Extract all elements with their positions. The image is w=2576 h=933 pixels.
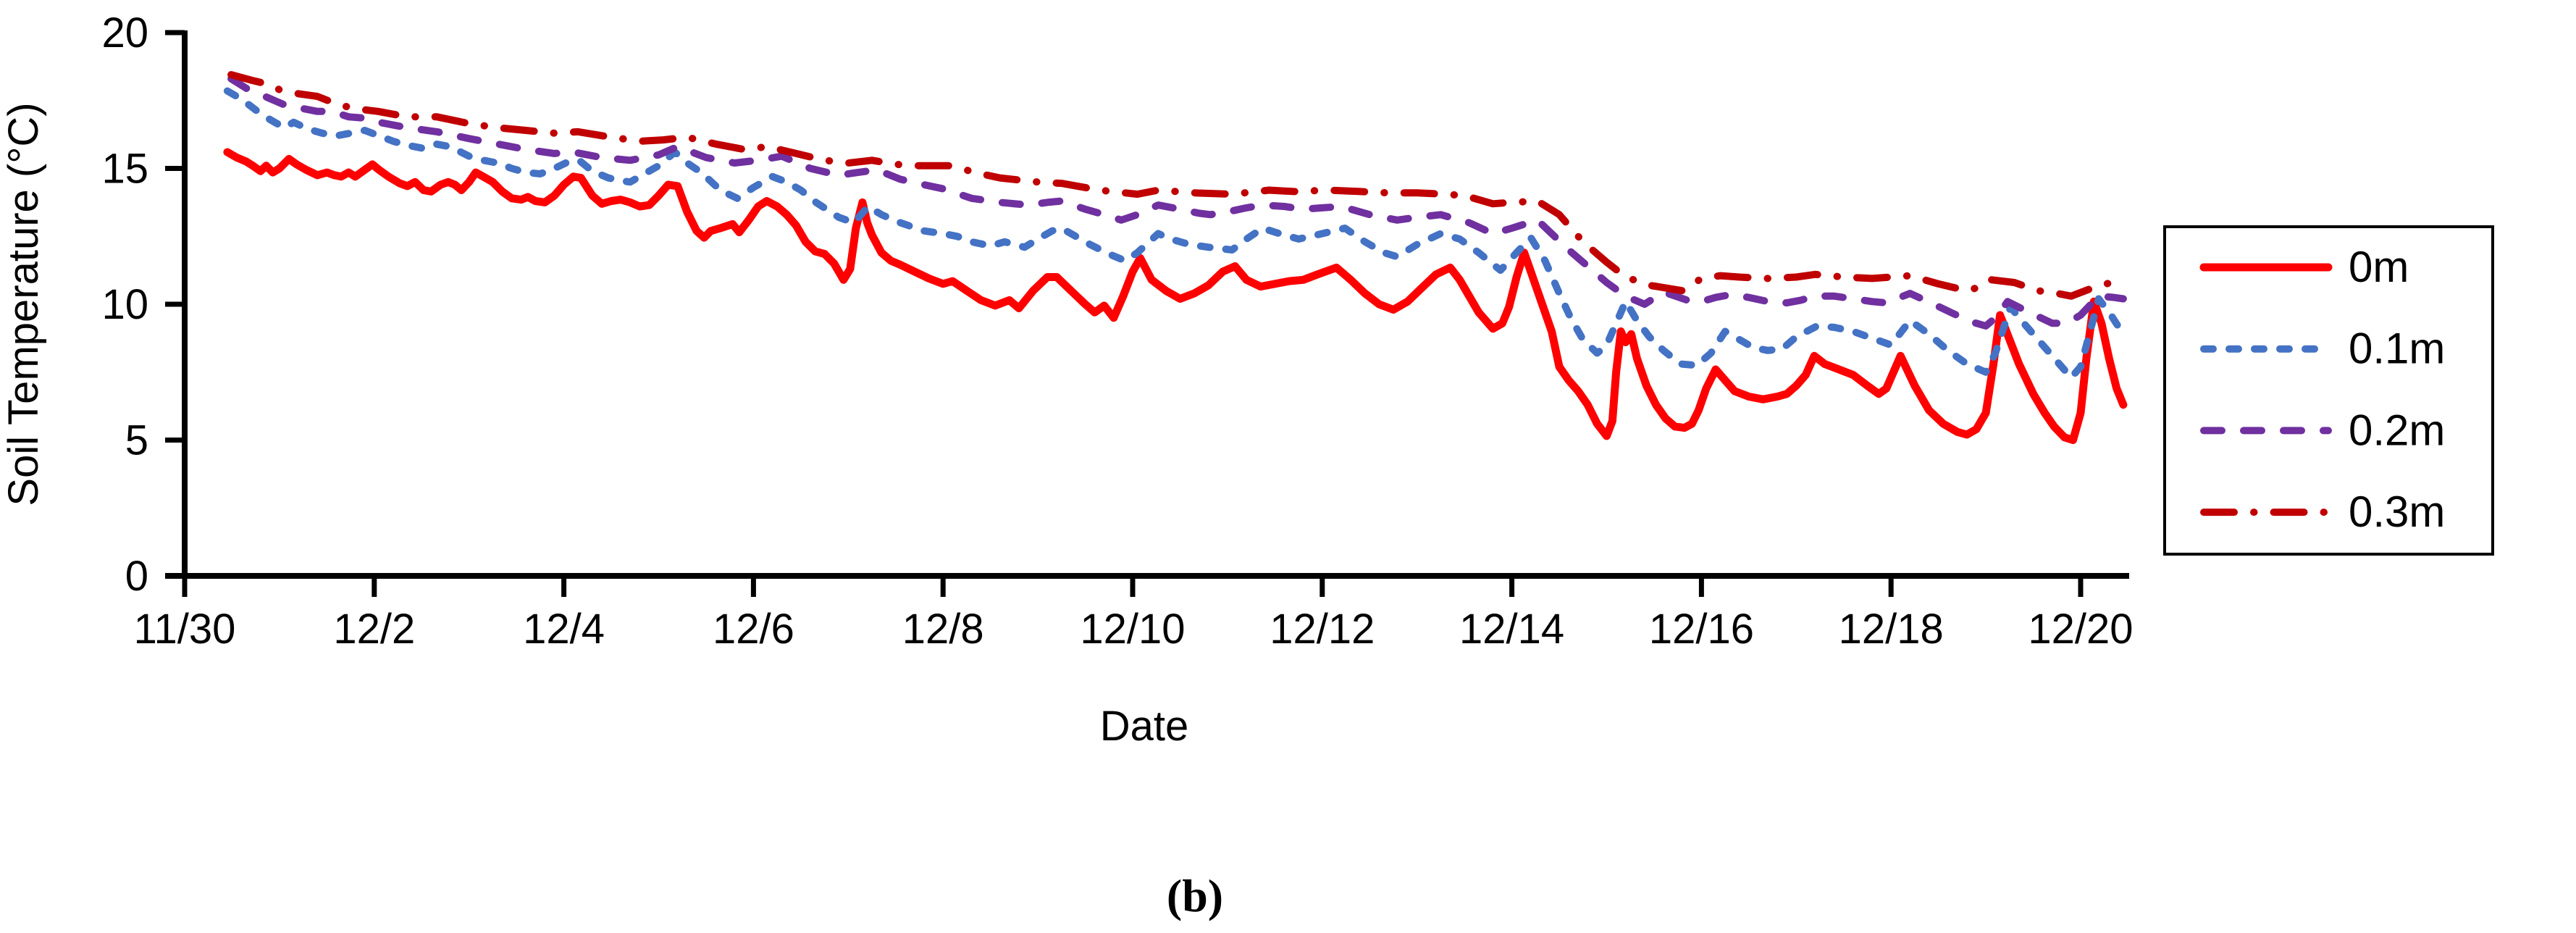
x-tick-label: 12/18 [1839,606,1944,653]
y-axis-title: Soil Temperature (°C) [0,102,47,506]
x-tick-label: 12/10 [1080,606,1185,653]
series-group [223,71,2128,444]
y-tick-label: 20 [101,9,148,57]
x-tick-label: 12/4 [523,606,605,653]
y-tick-group: 0 5 10 15 20 [101,9,185,600]
y-tick-label: 0 [125,553,148,600]
x-tick-label: 12/14 [1459,606,1564,653]
legend-label-0.2m: 0.2m [2349,406,2445,454]
series-line-0.1m [223,87,2127,382]
series-line-0.2m [227,75,2127,330]
legend-box [2163,225,2494,556]
legend: 0m 0.1m 0.2m 0.3m [2163,225,2494,556]
legend-label-0m: 0m [2349,243,2409,291]
x-tick-label: 12/2 [333,606,415,653]
axes: 0 5 10 15 20 11/30 12/2 12/4 12/6 12/8 12/10 12/12… [101,9,2133,653]
x-axis-title: Date [1100,703,1189,750]
x-tick-label: 12/20 [2028,606,2133,653]
x-tick-label: 12/16 [1649,606,1754,653]
legend-label-0.3m: 0.3m [2349,488,2445,536]
x-tick-group: 11/30 12/2 12/4 12/6 12/8 12/10 12/12 12/14 12/1… [134,576,2134,653]
x-tick-label: 12/12 [1270,606,1375,653]
x-tick-label: 11/30 [134,606,236,653]
y-tick-label: 10 [101,281,148,328]
y-tick-label: 5 [125,417,148,464]
x-tick-label: 12/8 [902,606,984,653]
series-line-0.3m [227,71,2127,300]
x-tick-label: 12/6 [713,606,794,653]
series-line-0m [223,148,2128,444]
figure-caption: (b) [1167,870,1223,921]
legend-items: 0m 0.1m 0.2m 0.3m [2199,243,2445,536]
legend-label-0.1m: 0.1m [2349,325,2445,373]
y-tick-label: 15 [101,146,148,193]
